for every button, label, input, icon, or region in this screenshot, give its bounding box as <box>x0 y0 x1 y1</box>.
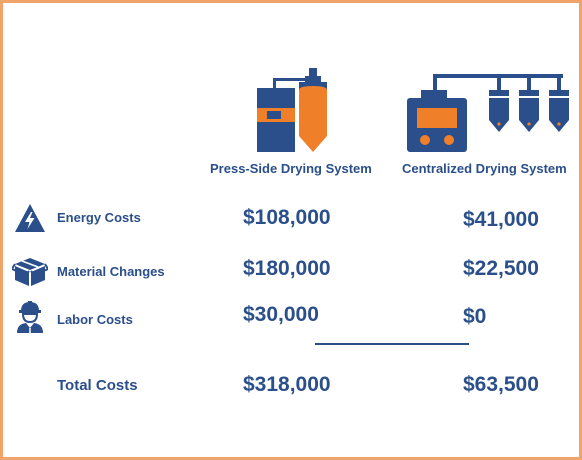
total-costs-press-side-value: $318,000 <box>243 373 331 396</box>
column-heading-press-side: Press-Side Drying System <box>210 161 372 176</box>
energy-lightning-icon <box>15 204 45 232</box>
energy-costs-press-side-value: $108,000 <box>243 206 331 229</box>
material-changes-centralized-value: $22,500 <box>463 257 539 280</box>
energy-costs-centralized-value: $41,000 <box>463 208 539 231</box>
row-label-energy-costs: Energy Costs <box>57 210 141 225</box>
worker-icon <box>17 301 43 333</box>
row-label-labor-costs: Labor Costs <box>57 312 133 327</box>
totals-divider <box>315 343 469 345</box>
labor-costs-centralized-value: $0 <box>463 305 487 328</box>
total-costs-centralized-value: $63,500 <box>463 373 539 396</box>
press-side-dryer-icon <box>257 68 327 152</box>
material-changes-press-side-value: $180,000 <box>243 257 331 280</box>
row-label-material-changes: Material Changes <box>57 264 165 279</box>
labor-costs-press-side-value: $30,000 <box>243 303 319 326</box>
row-label-total-costs: Total Costs <box>57 377 138 394</box>
material-boxes-icon <box>12 258 48 286</box>
centralized-dryer-icon <box>407 74 569 152</box>
column-heading-centralized: Centralized Drying System <box>402 161 567 176</box>
